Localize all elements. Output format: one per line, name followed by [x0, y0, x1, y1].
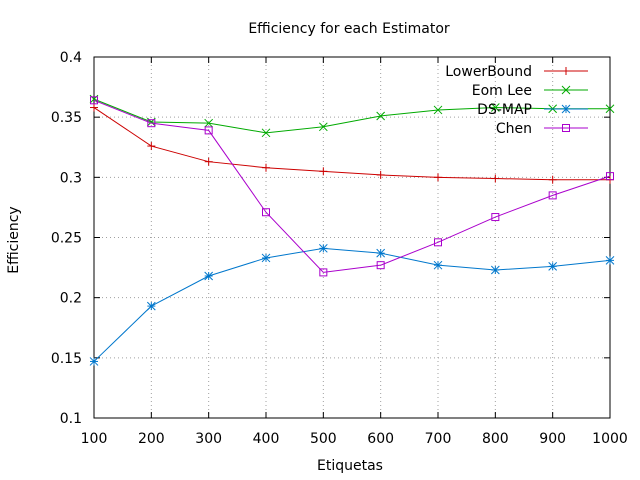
x-tick-label: 700: [425, 431, 452, 447]
series-line: [93, 247, 611, 362]
series-chen: [90, 96, 614, 277]
data-point: [261, 253, 271, 263]
y-tick-label: 0.15: [51, 351, 82, 367]
axis-ticks: 100 200 300 400 500 600 700 800 900 1000 0.1 0.15 0.…: [51, 50, 628, 447]
data-point: [319, 268, 328, 277]
series-line: [93, 98, 610, 134]
data-point: [434, 173, 442, 182]
x-tick-label: 300: [195, 431, 222, 447]
data-point: [605, 256, 615, 265]
x-tick-label: 200: [138, 431, 165, 447]
series-line: [93, 107, 610, 181]
data-point: [491, 213, 500, 222]
series-lowerbound: [90, 103, 614, 184]
x-tick-label: 100: [81, 431, 108, 447]
data-point: [548, 175, 557, 184]
data-point: [491, 174, 500, 183]
legend-label: Eom Lee: [472, 83, 532, 99]
data-point: [490, 103, 500, 112]
legend-label: Chen: [496, 121, 532, 137]
data-point: [90, 96, 98, 105]
data-point: [376, 111, 386, 121]
data-point: [376, 248, 386, 258]
data-point: [548, 262, 558, 271]
x-tick-label: 600: [367, 431, 394, 447]
data-point: [147, 119, 156, 128]
data-point: [204, 271, 214, 281]
y-tick-label: 0.1: [60, 411, 82, 427]
series-eom-lee: [89, 94, 615, 138]
data-point: [433, 260, 443, 270]
legend-label: DS-MAP: [477, 102, 532, 118]
data-point: [319, 167, 328, 176]
series-ds-map: [89, 243, 615, 366]
x-tick-label: 1000: [592, 431, 628, 447]
x-tick-label: 400: [253, 431, 280, 447]
legend: LowerBound Eom Lee DS-MAP Chen: [445, 64, 588, 137]
legend-label: LowerBound: [445, 64, 532, 80]
data-point: [262, 208, 270, 217]
data-point: [204, 157, 213, 166]
data-point: [262, 163, 270, 172]
legend-item: DS-MAP: [477, 102, 588, 118]
data-point: [548, 191, 557, 200]
plot-border: [93, 56, 611, 419]
y-tick-label: 0.25: [51, 231, 82, 247]
data-point: [433, 105, 443, 115]
legend-item: Eom Lee: [472, 83, 588, 99]
y-tick-label: 0.4: [60, 50, 82, 66]
data-point: [318, 122, 328, 132]
grid: [94, 57, 610, 418]
legend-marker: [562, 67, 570, 75]
data-point: [90, 103, 98, 112]
data-point: [146, 301, 156, 311]
legend-item: LowerBound: [445, 64, 588, 80]
data-point: [490, 265, 500, 275]
data-point: [204, 118, 214, 128]
data-point: [204, 126, 213, 135]
legend-marker: [561, 104, 571, 114]
data-point: [605, 104, 615, 114]
x-tick-label: 500: [310, 431, 337, 447]
data-point: [89, 357, 99, 366]
series-lines: [89, 94, 615, 366]
data-point: [376, 261, 385, 270]
x-tick-label: 800: [482, 431, 509, 447]
y-axis-label: Efficiency: [6, 206, 22, 273]
chart-title: Efficiency for each Estimator: [248, 21, 450, 37]
data-point: [606, 172, 614, 181]
y-tick-label: 0.35: [51, 110, 82, 126]
legend-item: Chen: [496, 121, 588, 137]
data-point: [434, 238, 442, 247]
y-tick-label: 0.3: [60, 170, 82, 186]
data-point: [261, 128, 271, 138]
x-tick-label: 900: [539, 431, 566, 447]
data-point: [147, 142, 156, 151]
data-point: [376, 170, 385, 179]
y-tick-label: 0.2: [60, 291, 82, 307]
data-point: [318, 243, 328, 253]
legend-marker: [562, 124, 570, 132]
x-axis-label: Etiquetas: [317, 458, 383, 474]
legend-marker: [561, 85, 571, 95]
series-line: [93, 99, 611, 273]
